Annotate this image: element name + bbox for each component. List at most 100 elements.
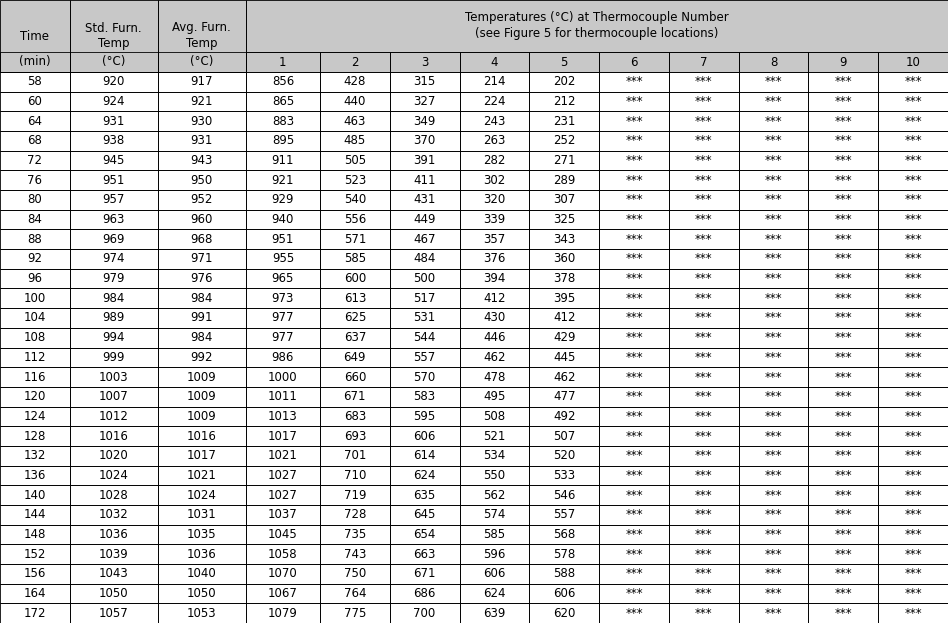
Bar [460, 131, 529, 151]
Bar [529, 190, 599, 210]
Text: 775: 775 [343, 607, 366, 620]
Bar [70, 328, 157, 348]
Bar [246, 426, 319, 446]
Bar [0, 545, 70, 564]
Bar [319, 446, 390, 465]
Text: ***: *** [904, 331, 921, 344]
Bar [246, 308, 319, 328]
Bar [669, 584, 738, 603]
Bar [878, 584, 948, 603]
Text: Avg. Furn.
Temp: Avg. Furn. Temp [173, 22, 231, 50]
Bar [390, 288, 460, 308]
Text: 343: 343 [553, 233, 575, 245]
Text: 624: 624 [413, 469, 436, 482]
Bar [738, 584, 809, 603]
Bar [669, 564, 738, 584]
Text: 624: 624 [483, 587, 505, 600]
Bar [319, 328, 390, 348]
Text: ***: *** [834, 469, 852, 482]
Text: ***: *** [904, 95, 921, 108]
Text: 1070: 1070 [268, 568, 298, 580]
Bar [460, 465, 529, 485]
Bar [809, 308, 878, 328]
Text: 58: 58 [27, 75, 43, 88]
Bar [738, 328, 809, 348]
Bar [599, 328, 669, 348]
Bar [809, 308, 878, 328]
Bar [809, 564, 878, 584]
Bar [0, 249, 70, 269]
Bar [246, 407, 319, 426]
Bar [319, 72, 390, 92]
Bar [599, 446, 669, 465]
Bar [738, 387, 809, 407]
Bar [0, 505, 70, 525]
Text: 938: 938 [102, 135, 125, 148]
Bar [878, 465, 948, 485]
Bar [246, 52, 319, 72]
Bar [0, 426, 70, 446]
Text: 533: 533 [553, 469, 575, 482]
Bar [390, 171, 460, 190]
Text: 606: 606 [483, 568, 505, 580]
Text: 963: 963 [102, 213, 125, 226]
Bar [878, 367, 948, 387]
Text: 606: 606 [413, 429, 436, 442]
Bar [738, 603, 809, 623]
Bar [70, 0, 157, 72]
Text: ***: *** [625, 135, 643, 148]
Text: ***: *** [834, 252, 852, 265]
Bar [878, 190, 948, 210]
Bar [669, 72, 738, 92]
Bar [390, 92, 460, 112]
Text: 571: 571 [343, 233, 366, 245]
Text: 883: 883 [272, 115, 294, 128]
Text: ***: *** [695, 587, 713, 600]
Text: ***: *** [695, 607, 713, 620]
Text: ***: *** [625, 213, 643, 226]
Bar [246, 151, 319, 171]
Bar [70, 52, 157, 72]
Text: 1024: 1024 [99, 469, 129, 482]
Bar [70, 131, 157, 151]
Bar [246, 426, 319, 446]
Bar [809, 545, 878, 564]
Text: 140: 140 [24, 488, 46, 502]
Bar [319, 151, 390, 171]
Bar [70, 190, 157, 210]
Bar [319, 92, 390, 112]
Bar [599, 72, 669, 92]
Bar [809, 387, 878, 407]
Bar [878, 387, 948, 407]
Bar [246, 210, 319, 229]
Text: 148: 148 [24, 528, 46, 541]
Bar [319, 584, 390, 603]
Text: ***: *** [765, 193, 782, 206]
Bar [319, 465, 390, 485]
Bar [599, 603, 669, 623]
Bar [246, 171, 319, 190]
Bar [390, 525, 460, 545]
Text: 517: 517 [413, 292, 436, 305]
Text: ***: *** [625, 174, 643, 187]
Bar [319, 171, 390, 190]
Bar [669, 112, 738, 131]
Bar [390, 387, 460, 407]
Bar [157, 603, 246, 623]
Text: 585: 585 [483, 528, 505, 541]
Bar [70, 308, 157, 328]
Text: 1036: 1036 [99, 528, 129, 541]
Bar [529, 525, 599, 545]
Text: ***: *** [625, 429, 643, 442]
Bar [157, 505, 246, 525]
Bar [460, 171, 529, 190]
Text: ***: *** [695, 292, 713, 305]
Bar [460, 131, 529, 151]
Bar [157, 426, 246, 446]
Bar [157, 171, 246, 190]
Bar [809, 288, 878, 308]
Bar [669, 52, 738, 72]
Text: 100: 100 [24, 292, 46, 305]
Bar [599, 348, 669, 367]
Bar [0, 465, 70, 485]
